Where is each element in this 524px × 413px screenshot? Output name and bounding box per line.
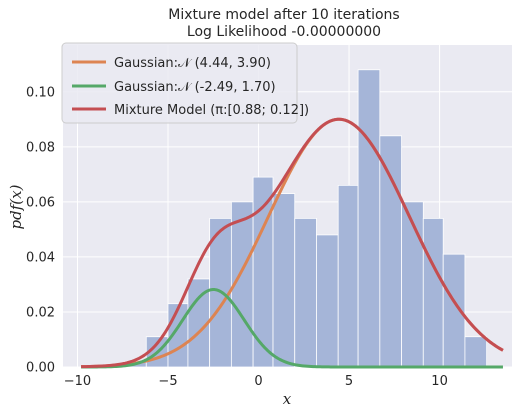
x-tick-label: 0 (254, 374, 262, 389)
legend-label-0: Gaussian:𝒩 (4.44, 3.90) (114, 56, 271, 71)
legend-label-1: Gaussian:𝒩 (-2.49, 1.70) (114, 80, 276, 95)
chart-title: Mixture model after 10 iterations (168, 7, 399, 23)
histogram-bar (379, 135, 402, 368)
legend-label-2: Mixture Model (π:[0.88; 0.12]) (114, 103, 309, 118)
y-tick-label: 0.04 (26, 250, 55, 265)
legend-box (61, 42, 298, 124)
y-axis-label: pdf(x) (7, 184, 25, 229)
y-tick-label: 0.08 (26, 140, 55, 155)
histogram-bar (316, 234, 339, 368)
histogram-bar (464, 336, 488, 368)
density-lines (81, 117, 504, 369)
legend: Gaussian:𝒩 (4.44, 3.90) Gaussian:𝒩 (-2.4… (61, 42, 309, 124)
y-tick-label: 0.10 (26, 85, 55, 100)
series-line-1 (81, 288, 503, 369)
histogram-bar (272, 193, 296, 368)
y-tick-label: 0.00 (26, 361, 55, 376)
chart-subtitle: Log Likelihood -0.00000000 (187, 24, 381, 40)
x-tick-label: −5 (158, 374, 177, 389)
histogram-bar (422, 217, 444, 368)
series-line-2 (81, 117, 504, 369)
histogram-bar (357, 69, 381, 368)
y-tick-labels: 0.00 0.02 0.04 0.06 0.08 0.10 (26, 85, 55, 375)
x-axis-label: x (283, 390, 292, 408)
x-tick-label: 5 (345, 374, 353, 389)
y-tick-label: 0.06 (26, 195, 55, 210)
histogram-bar (401, 201, 424, 368)
histogram-bar (294, 217, 317, 368)
x-tick-label: −10 (64, 374, 91, 389)
histogram-bars (104, 69, 488, 368)
y-tick-label: 0.02 (26, 305, 55, 320)
x-tick-label: 10 (431, 374, 448, 389)
x-tick-labels: −10 −5 0 5 10 (64, 374, 448, 389)
histogram-bar (337, 184, 359, 368)
